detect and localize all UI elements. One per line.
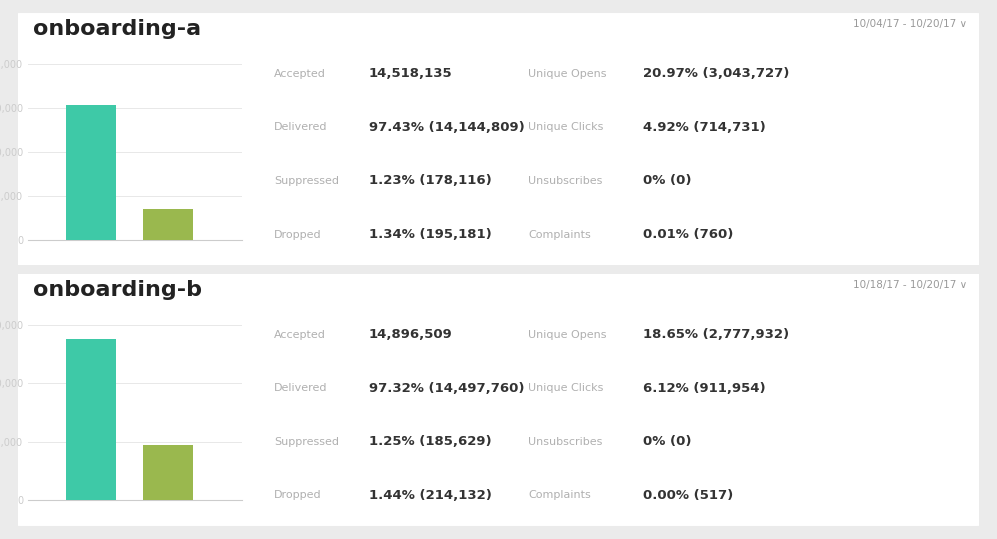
Text: 14,896,509: 14,896,509	[369, 328, 453, 341]
Text: 14,518,135: 14,518,135	[369, 67, 453, 80]
FancyBboxPatch shape	[12, 12, 985, 266]
Bar	[66, 106, 116, 239]
Text: Unsubscribes: Unsubscribes	[528, 176, 603, 186]
Text: 10/04/17 - 10/20/17 ∨: 10/04/17 - 10/20/17 ∨	[853, 19, 967, 29]
Text: 97.32% (14,497,760): 97.32% (14,497,760)	[369, 382, 524, 395]
Text: Suppressed: Suppressed	[274, 437, 339, 447]
Bar	[143, 209, 192, 239]
Text: Unsubscribes: Unsubscribes	[528, 437, 603, 447]
Text: 97.43% (14,144,809): 97.43% (14,144,809)	[369, 121, 524, 134]
Text: onboarding-b: onboarding-b	[33, 280, 202, 300]
Text: Dropped: Dropped	[274, 490, 322, 500]
Text: Unique Opens: Unique Opens	[528, 69, 607, 79]
Text: 0.00% (517): 0.00% (517)	[643, 489, 734, 502]
Text: 0.01% (760): 0.01% (760)	[643, 228, 734, 241]
Text: 0% (0): 0% (0)	[643, 175, 692, 188]
Text: 1.34% (195,181): 1.34% (195,181)	[369, 228, 492, 241]
Text: 1.25% (185,629): 1.25% (185,629)	[369, 436, 492, 448]
Text: Delivered: Delivered	[274, 122, 328, 133]
Text: 1.23% (178,116): 1.23% (178,116)	[369, 175, 492, 188]
Bar	[143, 445, 192, 500]
Text: 1.44% (214,132): 1.44% (214,132)	[369, 489, 492, 502]
Text: Delivered: Delivered	[274, 383, 328, 393]
Text: Unique Opens: Unique Opens	[528, 330, 607, 340]
Text: 0% (0): 0% (0)	[643, 436, 692, 448]
Text: onboarding-a: onboarding-a	[33, 19, 201, 39]
Text: Complaints: Complaints	[528, 490, 591, 500]
Text: 4.92% (714,731): 4.92% (714,731)	[643, 121, 766, 134]
Text: 20.97% (3,043,727): 20.97% (3,043,727)	[643, 67, 790, 80]
Text: Accepted: Accepted	[274, 330, 326, 340]
Text: 6.12% (911,954): 6.12% (911,954)	[643, 382, 766, 395]
Text: Unique Clicks: Unique Clicks	[528, 122, 604, 133]
FancyBboxPatch shape	[12, 273, 985, 527]
Text: 18.65% (2,777,932): 18.65% (2,777,932)	[643, 328, 790, 341]
Text: 10/18/17 - 10/20/17 ∨: 10/18/17 - 10/20/17 ∨	[852, 280, 967, 290]
Text: Suppressed: Suppressed	[274, 176, 339, 186]
Text: Unique Clicks: Unique Clicks	[528, 383, 604, 393]
Text: Accepted: Accepted	[274, 69, 326, 79]
Bar	[66, 339, 116, 500]
Text: Dropped: Dropped	[274, 230, 322, 239]
Text: Complaints: Complaints	[528, 230, 591, 239]
